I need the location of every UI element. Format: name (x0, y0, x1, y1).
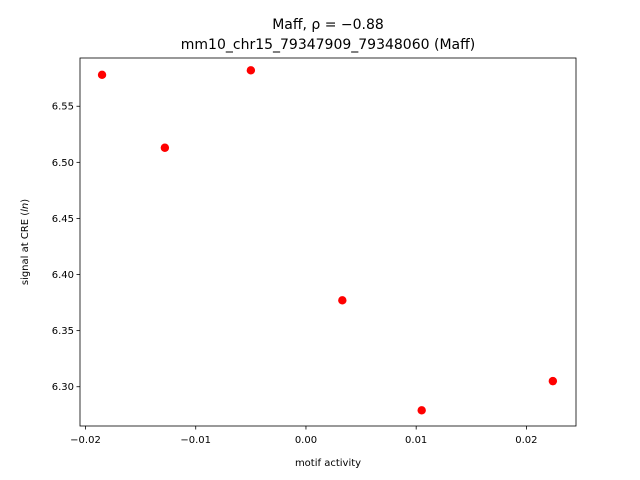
data-point (548, 376, 558, 386)
y-axis-label-close: ) (20, 199, 31, 203)
y-tick-label: 6.45 (52, 214, 74, 225)
y-tick-label: 6.30 (52, 382, 74, 393)
x-tick-label: 0.00 (295, 435, 317, 446)
data-point (417, 406, 426, 415)
y-axis-label: signal at CRE (ln) (20, 199, 31, 285)
y-tick-label: 6.35 (52, 326, 74, 337)
x-tick-label: −0.02 (70, 435, 101, 446)
data-point (97, 70, 107, 80)
y-tick-label: 6.40 (52, 270, 74, 281)
y-axis-label-unit: ln (20, 203, 31, 212)
data-point (338, 296, 347, 305)
axes-frame (79, 57, 577, 427)
x-tick-label: 0.01 (405, 435, 427, 446)
x-tick-label: 0.02 (515, 435, 537, 446)
y-axis-label-text: signal at CRE ( (20, 212, 31, 285)
data-point (246, 66, 256, 75)
y-tick-label: 6.55 (52, 102, 74, 113)
data-point (160, 143, 170, 152)
chart-title-line2: mm10_chr15_79347909_79348060 (Maff) (181, 37, 475, 53)
x-tick-label: −0.01 (180, 435, 211, 446)
x-axis-label: motif activity (295, 458, 361, 469)
chart-title-line1: Maff, ρ = −0.88 (272, 17, 384, 33)
y-tick-label: 6.50 (52, 158, 74, 169)
plot-area: −0.02 −0.01 0.00 0.01 0.02 6.30 6.35 6.40 6.45 6.… (52, 57, 577, 446)
